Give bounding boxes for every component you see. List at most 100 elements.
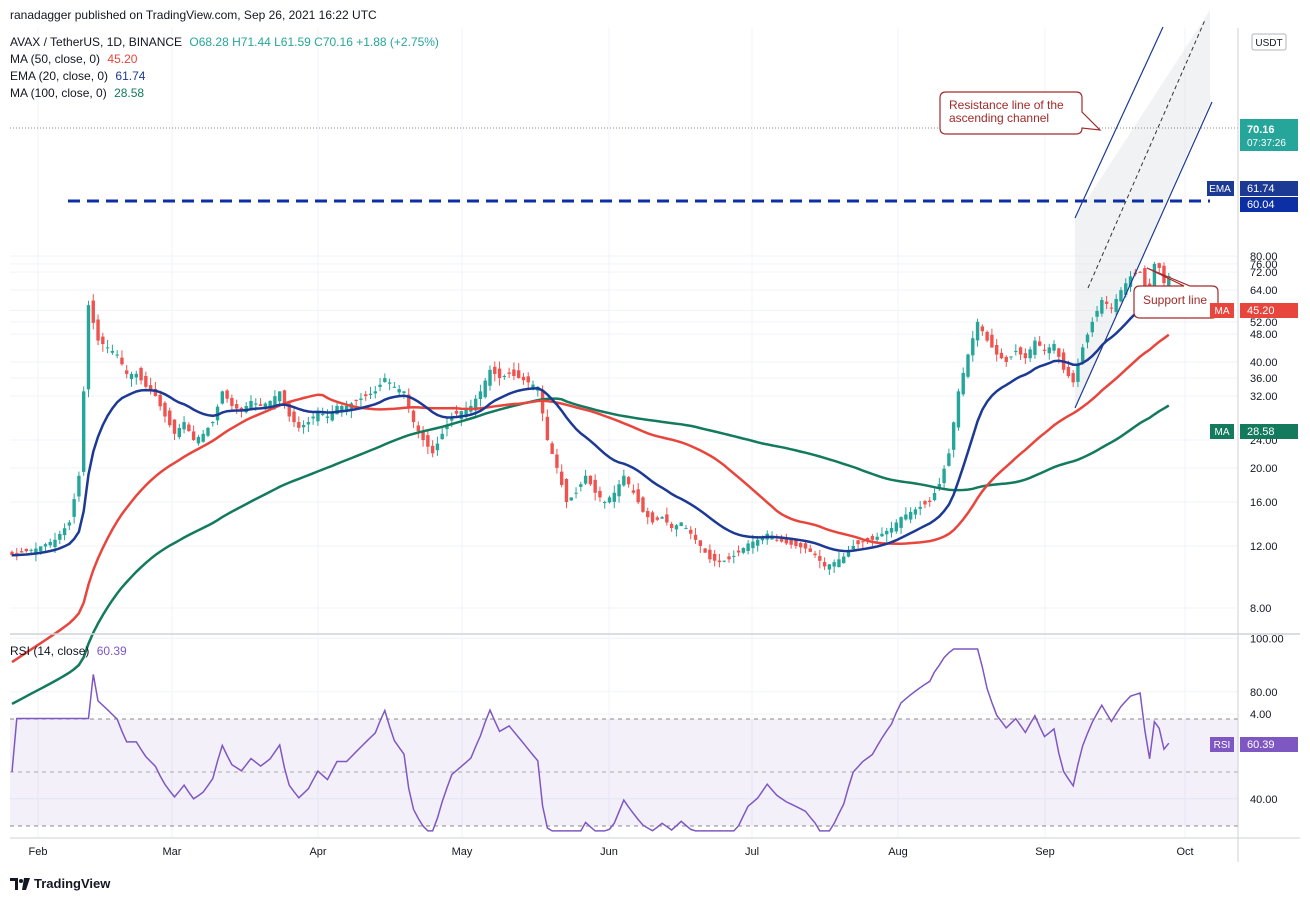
candle-body: [86, 305, 91, 390]
time-axis[interactable]: Feb Mar Apr May Jun Jul Aug Sep Oct: [29, 846, 1194, 858]
candle-body: [722, 560, 726, 562]
tradingview-branding[interactable]: TradingView: [10, 876, 110, 891]
candle-body: [196, 436, 201, 444]
candle-body: [574, 492, 578, 494]
rsi-tick-label: 80.00: [1250, 687, 1278, 699]
candle-body: [148, 385, 153, 392]
symbol-name: AVAX / TetherUS, 1D, BINANCE: [10, 35, 183, 49]
price-tick-label: 8.00: [1250, 603, 1271, 615]
candle-body: [712, 553, 717, 561]
candle-body: [287, 403, 291, 417]
candle-body: [870, 536, 875, 540]
candle-body: [779, 538, 784, 542]
ma100-tag-bg: [1210, 424, 1234, 439]
candle-body: [311, 416, 315, 419]
candle-body: [383, 378, 387, 383]
candle-body: [564, 479, 569, 503]
ma100-line[interactable]: [11, 397, 1170, 706]
rsi-tick-label: 100.00: [1250, 633, 1284, 645]
ma50-legend[interactable]: MA (50, close, 0) 45.20: [10, 52, 137, 66]
candle-body: [951, 422, 956, 450]
channel-lower-line[interactable]: [1074, 101, 1213, 409]
rsi-legend[interactable]: RSI (14, close) 60.39: [10, 644, 127, 658]
candle-body: [689, 529, 693, 534]
candle-body: [803, 543, 808, 549]
candle-body: [473, 398, 478, 411]
candle-body: [1085, 334, 1090, 343]
candle-body: [230, 397, 234, 406]
ma100-tag: MA 28.58: [1210, 424, 1298, 439]
candle-body: [736, 550, 741, 553]
candle-body: [808, 548, 812, 552]
candle-body: [889, 527, 894, 533]
channel-upper-line[interactable]: [1074, 26, 1164, 219]
candle-body: [942, 468, 946, 484]
ma100-value: 28.58: [1247, 426, 1275, 438]
candle-body: [459, 411, 464, 420]
support-callout[interactable]: Support line: [1133, 267, 1219, 319]
candle-body: [411, 410, 416, 423]
candle-body: [674, 525, 679, 530]
candle-body: [717, 560, 722, 563]
rsi-axis[interactable]: 100.00 80.00 40.00: [1250, 633, 1284, 806]
level-value: 60.04: [1247, 199, 1275, 211]
candle-body: [603, 502, 607, 504]
price-axis[interactable]: 80.0076.0072.0064.0056.0052.0048.0040.00…: [1250, 251, 1278, 721]
candle-body: [703, 548, 707, 553]
candle-body: [1071, 373, 1075, 383]
symbol-legend[interactable]: AVAX / TetherUS, 1D, BINANCE O68.28 H71.…: [10, 35, 439, 49]
candle-body: [732, 555, 736, 557]
price-tick-label: 52.00: [1250, 317, 1278, 329]
candle-body: [187, 424, 191, 432]
last-price-tag: 70.16 07:37:26: [1240, 119, 1298, 151]
candle-body: [631, 490, 636, 493]
price-tick-label: 4.00: [1250, 709, 1271, 721]
ma100-legend[interactable]: MA (100, close, 0) 28.58: [10, 86, 144, 100]
candle-body: [125, 370, 129, 374]
candle-body: [29, 549, 33, 551]
candle-body: [263, 403, 268, 410]
currency-box[interactable]: USDT: [1251, 33, 1287, 51]
time-tick-label: Feb: [29, 846, 48, 858]
candle-body: [378, 384, 382, 387]
price-tick-label: 16.00: [1250, 497, 1278, 509]
resistance-callout[interactable]: Resistance line of the ascending channel: [939, 91, 1102, 135]
candle-body: [177, 427, 181, 438]
candle-body: [43, 544, 48, 547]
time-tick-label: May: [452, 846, 473, 858]
ema20-legend[interactable]: EMA (20, close, 0) 61.74: [10, 69, 145, 83]
ma50-line[interactable]: [11, 333, 1170, 664]
tradingview-logo-icon: [10, 877, 30, 890]
candle-body: [818, 556, 822, 561]
candle-body: [617, 484, 621, 497]
candle-body: [531, 384, 535, 389]
candle-body: [526, 376, 530, 383]
candle-body: [402, 391, 406, 393]
candle-body: [1124, 283, 1128, 295]
candle-body: [430, 445, 435, 454]
candle-body: [77, 475, 81, 497]
candle-body: [24, 548, 29, 552]
candle-body: [163, 402, 167, 417]
ma50-tag-bg: [1210, 303, 1234, 318]
last-price-countdown: 07:37:26: [1247, 138, 1286, 149]
rsi-line[interactable]: [11, 648, 1170, 832]
ema20-line[interactable]: [11, 293, 1170, 557]
ema-tag-bg: [1207, 181, 1234, 196]
candle-body: [755, 539, 760, 546]
price-tick-label: 32.00: [1250, 391, 1278, 403]
candle-body: [15, 552, 19, 554]
candle-body: [593, 479, 597, 493]
price-tick-label: 20.00: [1250, 463, 1278, 475]
candle-body: [975, 321, 980, 341]
candle-body: [10, 551, 14, 556]
currency-label: USDT: [1255, 38, 1282, 49]
candle-body: [440, 433, 444, 440]
candle-body: [569, 497, 573, 501]
candle-body: [249, 400, 253, 409]
candle-body: [789, 539, 793, 545]
candle-body: [1167, 276, 1171, 288]
candle-body: [937, 484, 942, 489]
candle-body: [708, 549, 712, 560]
